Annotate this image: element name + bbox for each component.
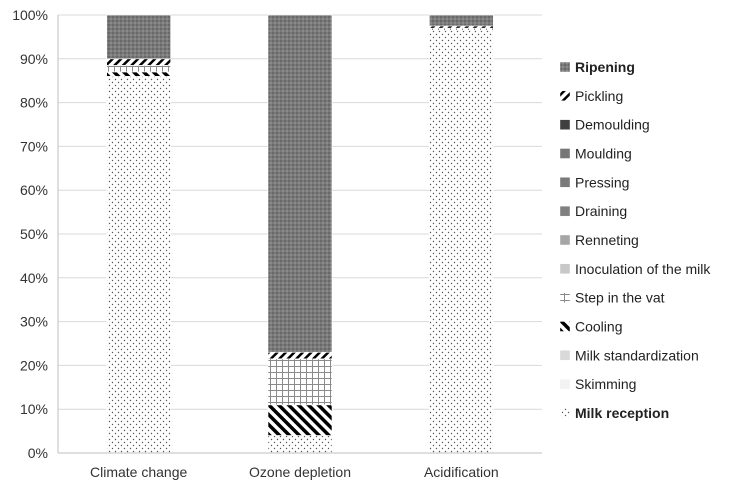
bar-segment [429,25,494,29]
legend-label: Ripening [575,59,635,75]
legend-swatch [559,263,571,275]
legend-label: Skimming [575,376,636,392]
y-tick-label: 40% [20,270,48,286]
legend-swatch [559,61,571,73]
y-tick-label: 80% [20,95,48,111]
bar-segment [267,351,333,360]
legend-swatch [559,321,571,332]
legend-label: Renneting [575,232,639,248]
x-tick-label: Acidification [424,464,499,480]
legend-label: Draining [575,203,627,219]
bar-segment [429,30,494,454]
legend-label: Moulding [575,145,632,161]
bar-segment [106,71,171,77]
legend-swatch [559,378,571,390]
legend-swatch [559,350,571,361]
y-tick-label: 70% [20,138,48,154]
bar-segment [106,58,171,66]
y-tick-label: 60% [20,182,48,198]
bar-segment [267,14,333,353]
y-tick-label: 30% [20,314,48,330]
legend-label: Cooling [575,318,622,334]
x-tick-label: Ozone depletion [249,464,351,480]
legend-swatch [559,177,571,188]
y-tick-label: 10% [20,401,48,417]
bars [106,14,494,454]
legend: Ripening Pickling Demoulding Moulding Pressi… [559,59,711,421]
legend-swatch [559,292,571,303]
bar-segment [267,435,333,454]
legend-label: Pressing [575,174,629,190]
bar-segment [106,76,171,454]
legend-swatch [559,407,571,419]
bar-segment [267,404,333,436]
bar-segment [106,14,171,60]
legend-swatch [559,148,571,159]
y-tick-label: 0% [28,445,48,461]
y-tick-label: 50% [20,226,48,242]
x-tick-label: Climate change [90,464,187,480]
bar-segment [429,14,494,27]
bar-segment [429,27,494,31]
legend-label: Pickling [575,88,623,104]
legend-label: Demoulding [575,117,650,133]
bar-segment [106,65,171,73]
y-tick-label: 90% [20,51,48,67]
axes: 0% 10% 20% 30% 40% 50% 60% 70% 80% 90% 100% Climate… [12,7,542,480]
legend-label: Milk reception [575,405,669,421]
legend-swatch [559,234,571,246]
y-tick-label: 20% [20,357,48,373]
bar-segment [267,358,333,406]
legend-label: Step in the vat [575,290,665,306]
legend-swatch [559,90,571,102]
legend-swatch [559,119,571,130]
legend-label: Inoculation of the milk [575,261,711,277]
legend-label: Milk standardization [575,347,699,363]
legend-swatch [559,205,571,217]
y-tick-label: 100% [12,7,48,23]
